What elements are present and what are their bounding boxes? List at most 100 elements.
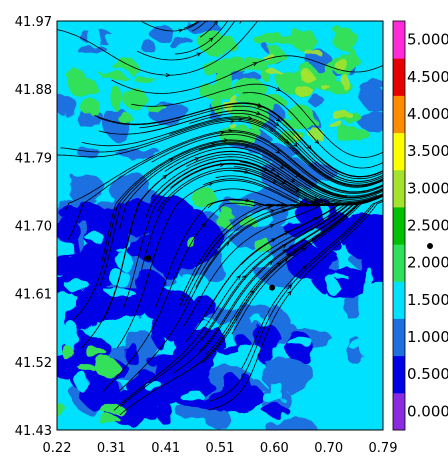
plot-frame [56,20,384,431]
streamline [98,110,383,182]
field-region [84,346,106,358]
streamline-arrow [293,142,298,148]
field-region [334,127,370,142]
x-tick-label: 0.31 [97,441,126,456]
markers [145,255,276,291]
field-region [207,387,244,408]
field-region [298,61,312,73]
field-region [190,188,218,207]
field-region [98,415,120,425]
streamline-arrow [281,179,287,185]
streamline-arrow [290,177,296,183]
x-tick-label: 0.22 [43,441,72,456]
streamline-arrow [307,144,312,150]
field-region [167,38,195,48]
streamline-arrow [269,209,275,214]
streamline-arrow [298,201,304,205]
y-tick-label: 41.52 [15,356,52,371]
colorbar [392,20,406,431]
field-region [249,94,287,111]
streamline [173,195,383,374]
field-region [324,276,338,293]
streamline [60,119,383,187]
streamline [64,130,383,212]
field-region [198,34,221,55]
streamline-arrow [249,289,255,295]
field-region [265,416,317,430]
field-region [124,90,149,110]
streamline [199,21,219,38]
streamline [203,178,383,207]
field-region [179,218,223,253]
streamline-arrow [208,37,214,42]
field-region [144,382,164,392]
streamline [209,199,383,402]
field-region [149,241,177,272]
field-region [175,407,211,419]
location-marker [145,255,152,262]
colorbar-label: 4.500 [407,68,448,86]
field-region [176,345,193,372]
streamline-arrow [313,217,319,222]
field-region [57,238,75,259]
field-region [330,124,347,130]
colorbar-label: 4.000 [407,105,448,123]
streamline [72,140,347,321]
streamline [97,103,383,178]
streamline [136,21,236,61]
streamline-arrow [268,261,274,266]
field-region [285,220,313,237]
y-tick-label: 41.61 [15,288,52,303]
field-region [178,114,211,133]
streamline [164,147,383,200]
field-region [285,337,313,345]
colorbar-label: 2.500 [407,217,448,235]
field-region [333,56,346,70]
field-region [116,148,162,159]
field-region [123,343,141,365]
y-tick-label: 41.43 [15,424,52,439]
streamline-arrow [213,21,218,25]
field-region [104,33,124,44]
field-region [321,84,330,90]
streamline [123,163,383,308]
field-region [141,41,154,53]
streamline-arrow [244,169,250,174]
field-region [239,343,262,357]
field-region [67,78,86,95]
field-region [261,390,285,404]
field-region [109,44,125,59]
colorbar-segment [393,132,405,171]
colorbar-segment [393,355,405,394]
streamline-arrow [257,103,263,108]
field-region [223,209,235,219]
field-region [308,95,325,107]
field-region [346,338,377,350]
streamline-arrow [269,224,275,229]
field-region [262,405,290,416]
colorbar-segment [393,206,405,245]
colorbar-label: 3.500 [407,142,448,160]
colorbar-frame [392,20,406,431]
field-region [299,73,315,82]
field-region [99,403,124,415]
field-region [303,49,322,55]
field-region [105,391,158,427]
streamline-arrow [295,173,301,178]
streamline [202,195,383,363]
field-region [86,24,100,47]
streamline [57,120,383,188]
streamline-arrow [279,164,285,169]
streamline-arrow [219,162,225,167]
streamline-arrow [241,275,247,280]
field-region [291,29,317,51]
streamline-arrow [201,222,206,228]
field-region [57,407,66,414]
field-region [357,110,383,132]
colorbar-label: 1.500 [407,291,448,309]
legend-dot [427,243,433,249]
field-region [212,96,223,114]
colorbar-segment [393,21,405,59]
x-tick-label: 0.60 [260,441,289,456]
field-region [75,110,105,128]
